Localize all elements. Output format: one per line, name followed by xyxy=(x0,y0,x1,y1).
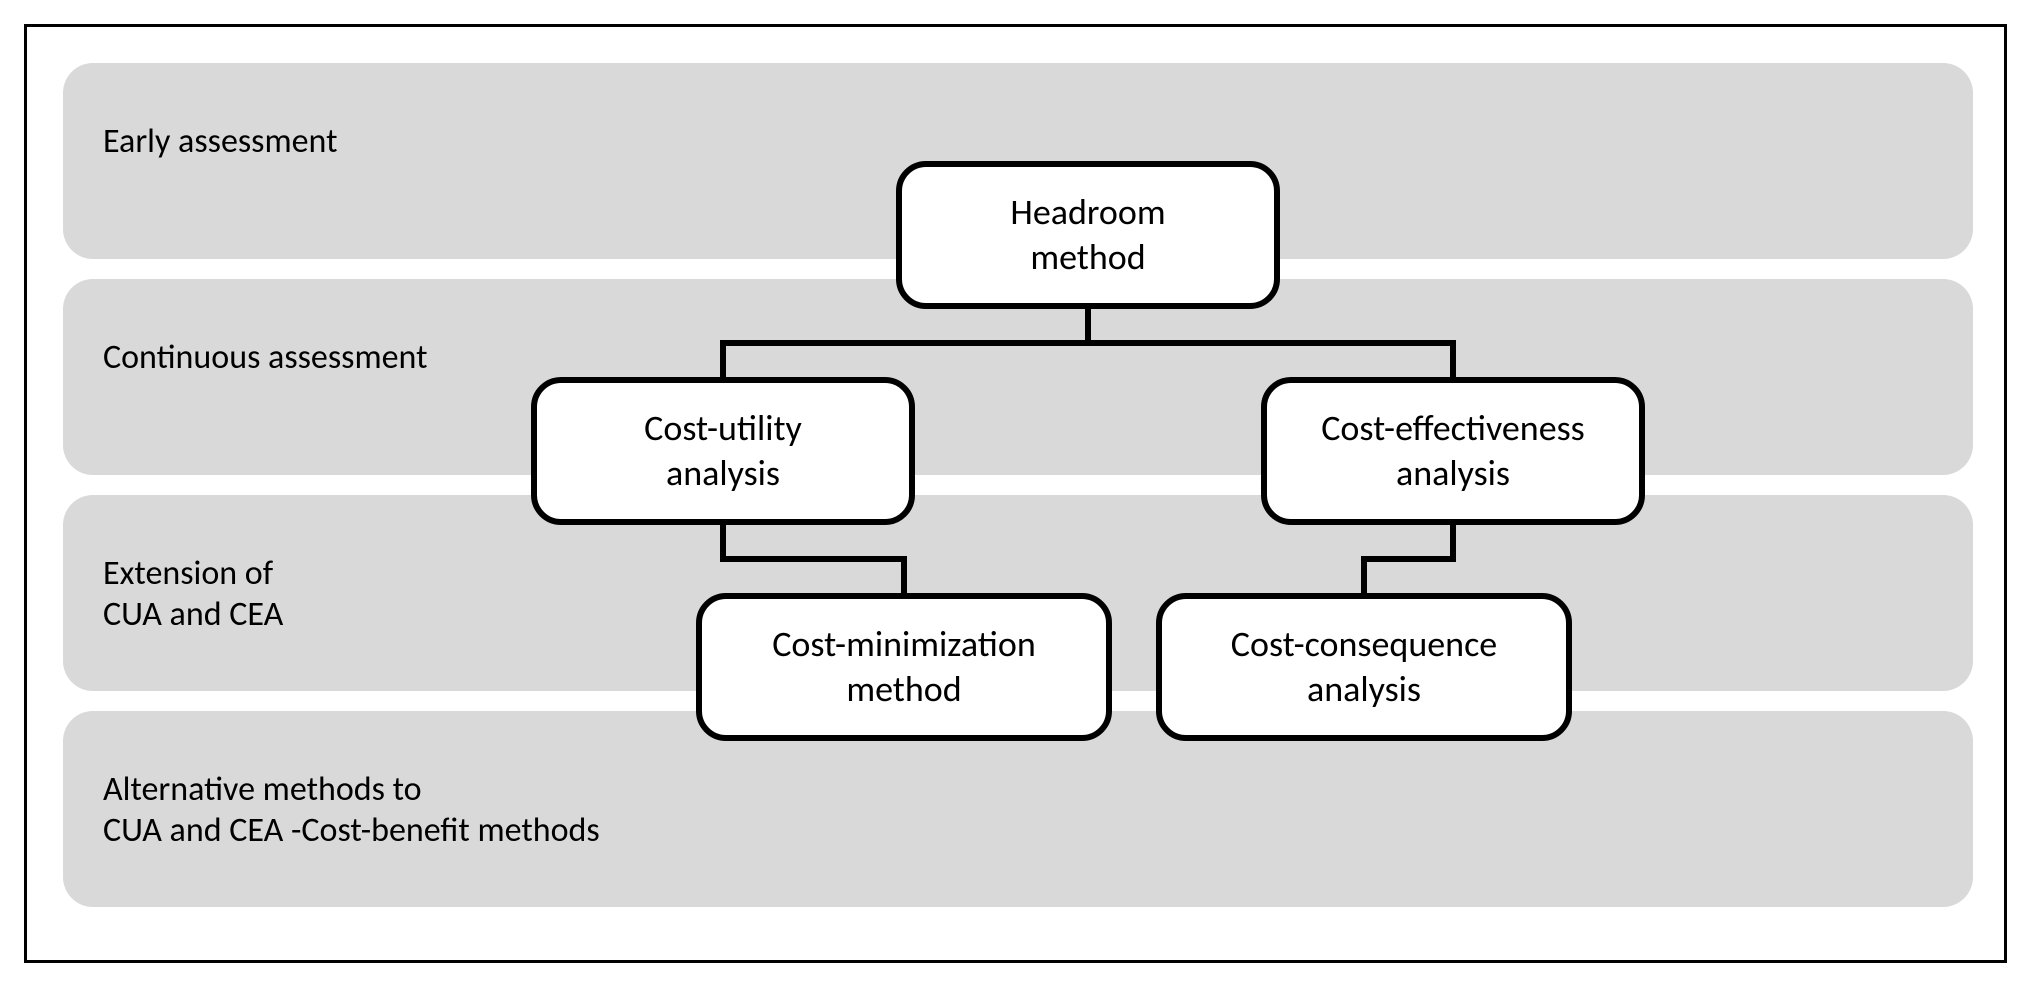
node-cost-utility-analysis: Cost-utility analysis xyxy=(531,377,915,525)
node-cost-effectiveness-analysis: Cost-effectiveness analysis xyxy=(1261,377,1645,525)
band-label-extension: Extension of CUA and CEA xyxy=(103,553,283,635)
node-label-cca: Cost-consequence analysis xyxy=(1231,622,1497,712)
node-label-cmm: Cost-minimization method xyxy=(772,622,1036,712)
band-label-alternative: Alternative methods to CUA and CEA -Cost… xyxy=(103,769,600,851)
node-headroom-method: Headroom method xyxy=(896,161,1280,309)
node-label-headroom: Headroom method xyxy=(1010,190,1165,280)
diagram-frame: Early assessment Continuous assessment E… xyxy=(24,24,2007,963)
node-label-cea: Cost-effectiveness analysis xyxy=(1321,406,1585,496)
node-cost-minimization-method: Cost-minimization method xyxy=(696,593,1112,741)
node-label-cua: Cost-utility analysis xyxy=(644,406,802,496)
band-label-continuous: Continuous assessment xyxy=(103,337,427,378)
band-label-early: Early assessment xyxy=(103,121,337,162)
node-cost-consequence-analysis: Cost-consequence analysis xyxy=(1156,593,1572,741)
